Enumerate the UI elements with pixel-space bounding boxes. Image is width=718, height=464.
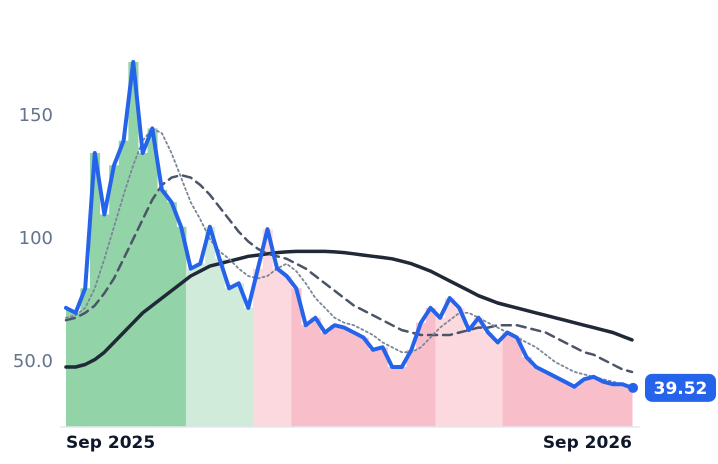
area-segment — [627, 387, 633, 427]
series-line — [64, 249, 634, 369]
area-segment — [416, 322, 427, 427]
y-tick-label: 50.0 — [13, 351, 53, 372]
last-value-badge — [645, 373, 716, 402]
area-segment — [205, 226, 216, 427]
area-segment — [502, 332, 513, 427]
area-segment — [569, 386, 580, 427]
area-segment — [233, 283, 244, 427]
area-segment — [281, 275, 292, 427]
series-line — [65, 127, 633, 388]
area-segment — [291, 288, 302, 427]
area-segment — [157, 189, 168, 427]
area-segment — [243, 307, 254, 427]
area-segment — [109, 165, 120, 427]
area-segment — [550, 376, 561, 427]
area-segment — [89, 152, 101, 427]
area-segment — [521, 357, 532, 427]
area-segment — [99, 214, 110, 427]
area-segment — [214, 258, 225, 427]
area-segment — [70, 312, 81, 427]
area-segment — [588, 376, 599, 427]
area-segment — [492, 342, 503, 427]
last-point — [628, 382, 638, 393]
area-segment — [464, 330, 475, 427]
area-segment — [540, 371, 551, 427]
area-segment — [617, 384, 628, 427]
area-segment — [579, 379, 590, 427]
area-segment — [406, 349, 417, 427]
area-segment — [387, 366, 398, 427]
area-segment — [272, 268, 283, 427]
area-segment — [598, 381, 609, 427]
area-segment — [118, 140, 129, 427]
x-tick-label: Sep 2026 — [543, 433, 632, 453]
area-segment — [396, 366, 408, 427]
area-segment — [368, 349, 379, 427]
area-segment — [473, 317, 484, 427]
area-segment — [224, 288, 235, 427]
last-value-label: 39.52 — [654, 379, 708, 399]
area-segment — [176, 226, 187, 427]
area-segment — [320, 332, 331, 427]
area-segment — [512, 337, 523, 427]
area-segment — [531, 366, 542, 427]
area-segment — [128, 61, 139, 428]
area-segment — [435, 317, 446, 427]
x-tick-label: Sep 2025 — [66, 433, 155, 453]
area-segment — [454, 307, 465, 427]
area-segment — [262, 229, 273, 427]
area-segment — [80, 288, 91, 427]
y-tick-label: 100 — [19, 228, 53, 249]
series-line — [64, 60, 634, 390]
area-segment — [147, 128, 158, 427]
area-segment — [329, 325, 340, 427]
area-segment — [195, 263, 206, 427]
area-segment — [483, 332, 494, 427]
area-segment — [425, 307, 436, 427]
area-segment — [608, 384, 619, 427]
area-segment — [137, 152, 149, 427]
area-segment — [166, 202, 177, 427]
area-segment — [349, 332, 360, 427]
area-segment — [339, 327, 350, 427]
area-segment — [358, 337, 369, 427]
area-segment — [310, 317, 321, 427]
area-segment — [301, 325, 312, 427]
area-segment — [185, 268, 197, 427]
area-segment — [377, 347, 388, 427]
y-tick-label: 150 — [19, 105, 53, 126]
area-segment — [560, 381, 571, 427]
area-segment — [253, 268, 264, 427]
area-segment — [444, 298, 456, 427]
